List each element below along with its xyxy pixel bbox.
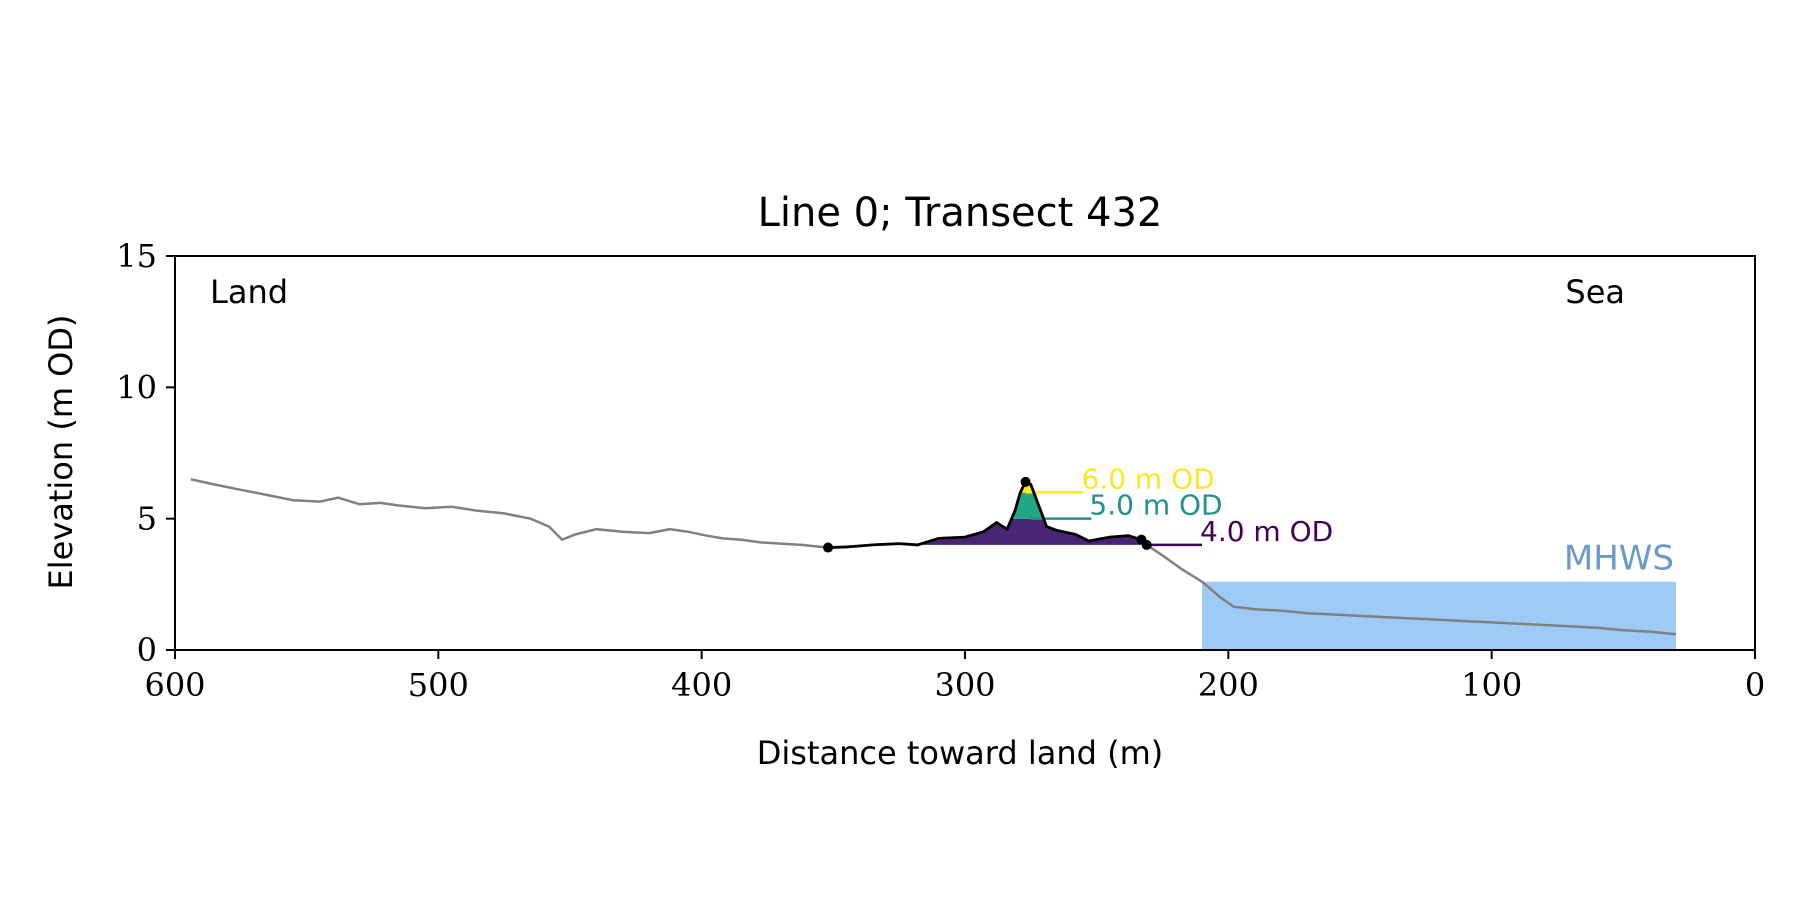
- x-tick-label-3: 300: [934, 666, 995, 704]
- dune-outline-line: [828, 480, 1148, 549]
- level-label-2: 6.0 m OD: [1082, 462, 1215, 495]
- x-axis-ticks: 600 500 400 300 200 100 0: [144, 650, 1765, 704]
- mhws-label: MHWS: [1564, 539, 1674, 579]
- y-tick-label-1: 5: [137, 500, 157, 538]
- dune-point-3: [1141, 539, 1152, 550]
- y-axis-label: Elevation (m OD): [42, 315, 80, 590]
- level-label-1: 5.0 m OD: [1089, 489, 1222, 522]
- level-labels: 4.0 m OD5.0 m OD6.0 m OD: [1082, 462, 1334, 548]
- land-corner-label: Land: [210, 273, 288, 311]
- x-tick-label-0: 600: [144, 666, 205, 704]
- x-tick-label-2: 400: [671, 666, 732, 704]
- x-tick-label-1: 500: [408, 666, 469, 704]
- chart-title: Line 0; Transect 432: [758, 190, 1163, 236]
- fill-band-4-5: [918, 518, 1146, 545]
- x-tick-label-4: 200: [1198, 666, 1259, 704]
- y-axis-ticks: 0 5 10 15: [116, 237, 175, 669]
- dune-point-0: [823, 542, 834, 553]
- x-axis-label: Distance toward land (m): [757, 734, 1163, 772]
- dune-point-1: [1020, 476, 1031, 487]
- level-label-0: 4.0 m OD: [1200, 515, 1333, 548]
- x-tick-label-5: 100: [1461, 666, 1522, 704]
- dune-points: [823, 476, 1152, 553]
- y-tick-label-3: 15: [116, 237, 157, 275]
- y-tick-label-2: 10: [116, 368, 157, 406]
- mhws-sea-area: [1202, 581, 1676, 650]
- x-tick-label-6: 0: [1745, 666, 1765, 704]
- y-tick-label-0: 0: [137, 631, 157, 669]
- sea-corner-label: Sea: [1565, 273, 1625, 311]
